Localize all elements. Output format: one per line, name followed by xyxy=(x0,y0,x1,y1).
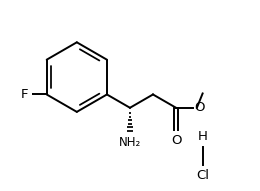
Text: Cl: Cl xyxy=(196,169,209,182)
Text: O: O xyxy=(194,101,205,114)
Text: F: F xyxy=(21,88,28,101)
Text: NH₂: NH₂ xyxy=(119,136,141,149)
Text: H: H xyxy=(198,129,207,142)
Text: O: O xyxy=(171,134,181,146)
